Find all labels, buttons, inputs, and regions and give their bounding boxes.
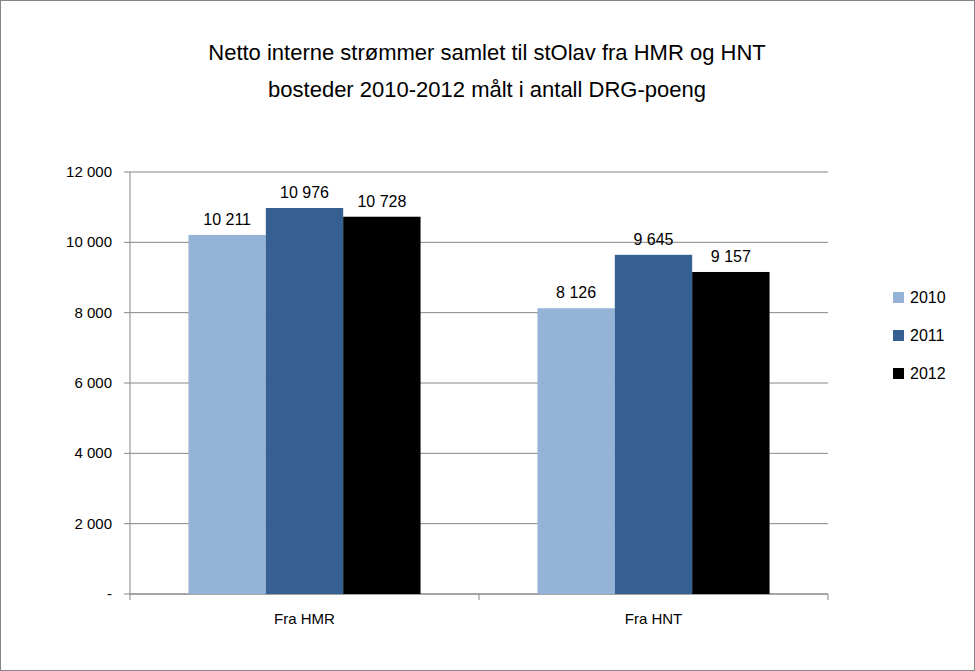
x-tick-label: Fra HNT xyxy=(625,610,683,627)
bar xyxy=(188,235,265,594)
legend-label: 2010 xyxy=(910,289,946,306)
y-tick-label: 2 000 xyxy=(74,515,112,532)
x-tick-label: Fra HMR xyxy=(274,610,335,627)
frame xyxy=(1,1,975,671)
y-tick xyxy=(124,383,130,384)
bar xyxy=(266,208,343,594)
y-tick xyxy=(124,453,130,454)
x-tick xyxy=(130,594,131,600)
y-axis xyxy=(130,172,131,594)
legend-label: 2011 xyxy=(910,327,945,344)
title: Netto interne strømmer samlet til stOlav… xyxy=(208,40,765,102)
y-tick-label: 6 000 xyxy=(74,374,112,391)
y-tick xyxy=(124,523,130,524)
y-tick-label: 4 000 xyxy=(74,444,112,461)
data-label: 9 157 xyxy=(711,248,751,265)
data-label: 8 126 xyxy=(556,284,596,301)
bars xyxy=(188,208,769,594)
y-tick-label: 8 000 xyxy=(74,304,112,321)
data-label: 10 211 xyxy=(203,211,251,228)
y-tick-label: 10 000 xyxy=(66,233,112,250)
title-line: Netto interne strømmer samlet til stOlav… xyxy=(208,40,765,65)
data-label: 10 728 xyxy=(357,193,406,210)
legend-swatch xyxy=(893,292,904,303)
x-tick xyxy=(828,594,829,600)
y-tick xyxy=(124,594,130,595)
grid-line xyxy=(130,172,828,173)
data-label: 9 645 xyxy=(633,231,673,248)
y-tick xyxy=(124,172,130,173)
y-tick xyxy=(124,242,130,243)
legend-label: 2012 xyxy=(910,365,946,382)
bar xyxy=(692,272,769,594)
x-tick xyxy=(479,594,480,600)
bar xyxy=(615,255,692,594)
y-tick-label: 12 000 xyxy=(66,163,112,180)
y-tick-label: - xyxy=(107,585,112,602)
title-line: bosteder 2010-2012 målt i antall DRG-poe… xyxy=(268,77,706,102)
bar xyxy=(343,217,420,594)
y-tick xyxy=(124,312,130,313)
data-label: 10 976 xyxy=(280,184,329,201)
legend-swatch xyxy=(893,368,904,379)
bar xyxy=(537,308,614,594)
chart: Netto interne strømmer samlet til stOlav… xyxy=(0,0,975,671)
legend-swatch xyxy=(893,330,904,341)
